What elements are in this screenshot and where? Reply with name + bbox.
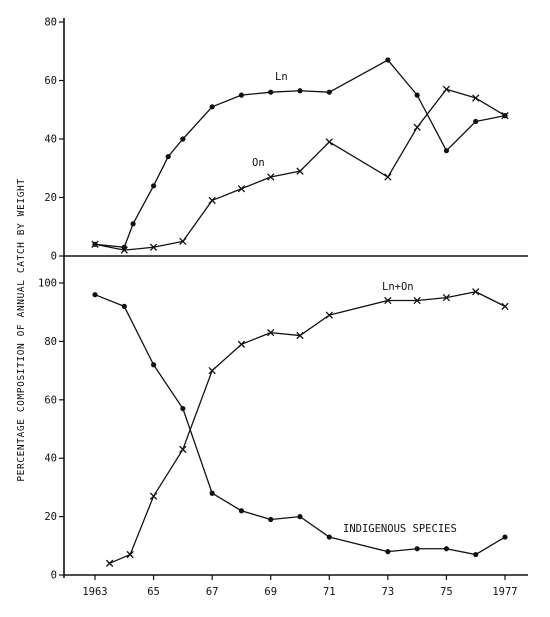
data-point xyxy=(105,559,114,567)
data-point xyxy=(297,88,303,94)
data-point xyxy=(442,85,451,93)
series-line xyxy=(94,294,506,556)
data-point xyxy=(238,92,245,98)
x-tick-label: 1963 xyxy=(82,586,107,598)
data-point xyxy=(326,534,332,540)
data-point xyxy=(414,546,420,552)
data-point xyxy=(473,551,479,558)
data-point xyxy=(120,246,128,254)
x-tick-label: 67 xyxy=(206,586,219,598)
data-point xyxy=(502,534,508,540)
data-point xyxy=(384,296,392,305)
series-label: On xyxy=(252,157,265,169)
series-line xyxy=(94,59,506,248)
panel-upper xyxy=(59,21,528,257)
data-point xyxy=(384,173,392,181)
data-point xyxy=(473,118,479,125)
series-label: INDIGENOUS SPECIES xyxy=(343,523,457,535)
x-tick-label: 75 xyxy=(440,586,453,598)
data-point xyxy=(92,292,98,298)
y-tick-label-upper: 20 xyxy=(44,192,57,204)
data-point xyxy=(326,89,332,95)
data-point xyxy=(150,362,157,368)
data-point xyxy=(501,302,509,311)
data-point xyxy=(385,549,391,555)
data-point xyxy=(442,293,451,302)
x-tick-label: 73 xyxy=(382,586,395,598)
y-tick-label-upper: 60 xyxy=(44,75,57,87)
data-point xyxy=(413,296,421,305)
data-point xyxy=(209,490,215,496)
data-point xyxy=(296,331,304,340)
series-layer xyxy=(91,57,509,567)
data-point xyxy=(126,550,134,559)
data-point xyxy=(238,508,245,514)
data-point xyxy=(268,516,274,523)
data-point xyxy=(325,311,333,319)
data-point xyxy=(385,57,391,63)
data-point xyxy=(149,243,158,251)
data-point xyxy=(237,185,246,193)
x-tick-label: 1977 xyxy=(492,586,517,598)
data-point xyxy=(268,89,274,95)
y-tick-label-upper: 40 xyxy=(44,134,57,146)
panel-lower xyxy=(59,282,528,576)
series-on xyxy=(91,85,509,254)
series-label: Ln xyxy=(275,71,288,83)
series-label: Ln+On xyxy=(382,281,414,293)
y-tick-label-lower: 0 xyxy=(51,570,57,582)
data-point xyxy=(237,340,246,348)
data-point xyxy=(413,123,421,131)
data-point xyxy=(501,111,509,120)
axes-layer xyxy=(59,18,528,580)
y-axis-title: PERCENTAGE COMPOSITION OF ANNUAL CATCH B… xyxy=(16,178,27,481)
data-point xyxy=(165,153,171,160)
data-point xyxy=(179,445,187,454)
data-point xyxy=(209,104,215,110)
data-point xyxy=(296,167,304,175)
data-point xyxy=(180,405,186,412)
data-point xyxy=(443,546,450,552)
series-ln-on xyxy=(105,288,509,567)
data-point xyxy=(208,366,216,375)
data-point xyxy=(325,138,333,146)
data-point xyxy=(297,514,303,520)
data-point xyxy=(472,94,480,102)
data-point xyxy=(121,303,127,309)
data-point xyxy=(267,328,275,337)
y-tick-label-upper: 0 xyxy=(51,251,57,263)
data-point xyxy=(130,221,136,227)
y-tick-label-lower: 100 xyxy=(38,278,57,290)
y-tick-label-lower: 40 xyxy=(44,453,57,465)
data-point xyxy=(91,240,99,248)
data-point xyxy=(414,92,420,98)
y-tick-label-lower: 20 xyxy=(44,511,57,523)
data-point xyxy=(443,148,450,154)
labels-layer: PERCENTAGE COMPOSITION OF ANNUAL CATCH B… xyxy=(16,17,518,599)
data-point xyxy=(179,237,187,246)
data-point xyxy=(180,136,186,142)
series-indigenous-species xyxy=(92,292,508,558)
y-tick-label-lower: 80 xyxy=(44,336,57,348)
x-tick-label: 71 xyxy=(323,586,336,598)
series-line xyxy=(94,88,506,251)
data-point xyxy=(208,196,216,205)
x-tick-label: 69 xyxy=(264,586,277,598)
y-tick-label-upper: 80 xyxy=(44,17,57,29)
series-ln xyxy=(92,57,508,250)
series-line xyxy=(109,291,506,564)
data-point xyxy=(149,492,158,500)
x-tick-label: 65 xyxy=(147,586,160,598)
data-point xyxy=(267,173,275,181)
data-point xyxy=(150,183,157,189)
data-point xyxy=(472,288,480,296)
y-tick-label-lower: 60 xyxy=(44,394,57,406)
